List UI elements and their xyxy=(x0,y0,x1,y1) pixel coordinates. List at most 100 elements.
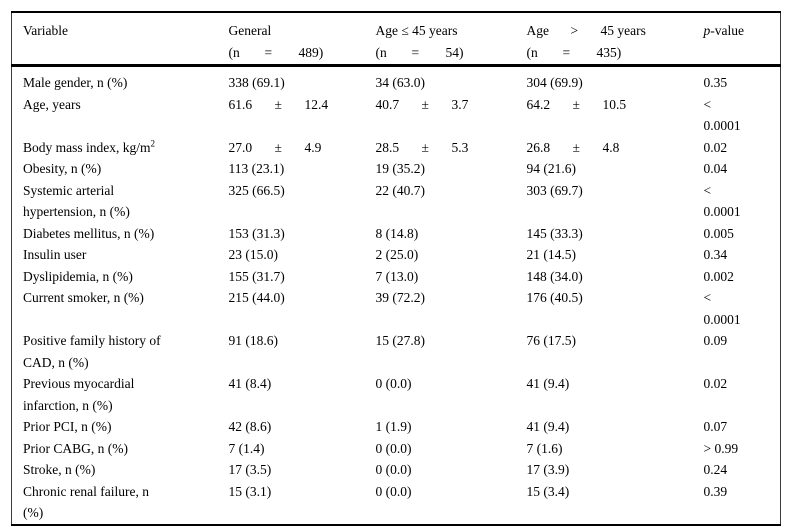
cell-age_le: 15 (27.8) xyxy=(375,333,426,348)
cell-segment: ± xyxy=(274,139,282,155)
cell-age_gt: 94 (21.6) xyxy=(526,161,577,176)
cell-age_le: 1 (1.9) xyxy=(375,419,412,434)
cell-age_gt: 64.2 ±10.5 xyxy=(527,94,704,137)
cell-general: 91 (18.6) xyxy=(228,333,279,348)
cell-segment: 26.8 xyxy=(526,139,551,155)
cell-age_gt: 21 (14.5) xyxy=(526,247,577,262)
cell-segment: = xyxy=(562,45,571,60)
cell-variable: Prior PCI, n (%) xyxy=(23,419,112,434)
cell-variable: Body mass index, kg/m2 xyxy=(23,138,155,155)
header-line-1: Age >45 years xyxy=(527,20,704,42)
cell-segment: ± xyxy=(274,96,282,112)
column-header-variable: Variable xyxy=(12,12,229,66)
cell-age_gt: 7 (1.6) xyxy=(526,440,563,456)
cell-p: 0.002 xyxy=(703,268,734,284)
cell-age_gt: 176 (40.5) xyxy=(526,290,583,305)
cell-age_le: 8 (14.8) xyxy=(375,225,419,241)
cell-age_gt: 17 (3.9) xyxy=(526,462,570,477)
cell-variable: Prior CABG, n (%) xyxy=(23,440,128,456)
cell-general: 41 (8.4) xyxy=(228,376,272,391)
cell-variable: Insulin user xyxy=(23,247,87,262)
cell-segment: 3.7 xyxy=(451,96,469,112)
cell-general: 15 (3.1) xyxy=(228,483,272,499)
table-row: Systemic arterial hypertension, n (%) 325… xyxy=(12,180,781,223)
cell-segment: 4.9 xyxy=(304,139,322,155)
cell-segment: Age xyxy=(526,23,550,38)
header-line-1: Age ≤ 45 years xyxy=(375,23,458,38)
header-line-2: (n = 489) xyxy=(229,42,376,64)
cell-variable: Diabetes mellitus, n (%) xyxy=(23,225,155,241)
cell-general: 325 (66.5) xyxy=(228,182,285,198)
cell-p: 0.02 xyxy=(703,139,728,155)
cell-age_gt: 304 (69.9) xyxy=(526,75,583,90)
cell-segment: 489) xyxy=(298,45,324,60)
table-row: Positive family history of CAD, n (%) 91 … xyxy=(12,330,781,373)
cell-age_le: 40.7 ±3.7 xyxy=(376,94,527,137)
cell-variable: Dyslipidemia, n (%) xyxy=(23,268,133,284)
cell-variable: Systemic arterial hypertension, n (%) xyxy=(23,182,130,220)
cell-age_gt: 76 (17.5) xyxy=(526,333,577,348)
cell-age_le: 22 (40.7) xyxy=(375,182,426,198)
cell-age_le: 0 (0.0) xyxy=(375,462,412,477)
cell-segment: ± xyxy=(421,96,429,112)
cell-segment: 28.5 xyxy=(375,139,400,155)
cell-p: 0.24 xyxy=(703,462,728,477)
table-row: Stroke, n (%) 17 (3.5) 0 (0.0) 17 (3.9) 0.24 xyxy=(12,459,781,481)
cell-general: 155 (31.7) xyxy=(228,268,285,284)
cell-age_gt: 26.8 ±4.8 xyxy=(527,137,704,159)
cell-p: 0.34 xyxy=(703,247,728,262)
cell-p: 0.07 xyxy=(703,419,728,434)
header-line-2: (n = 435) xyxy=(527,42,704,64)
cell-p: 0.02 xyxy=(703,376,728,391)
table-row: Male gender, n (%) 338 (69.1) 34 (63.0) 304… xyxy=(12,66,781,94)
table-row: Dyslipidemia, n (%) 155 (31.7) 7 (13.0) 148… xyxy=(12,266,781,288)
table-row: Prior CABG, n (%) 7 (1.4) 0 (0.0) 7 (1.6) > … xyxy=(12,438,781,460)
cell-segment: (n xyxy=(526,45,538,60)
table-row: Current smoker, n (%) 215 (44.0) 39 (72.2)… xyxy=(12,287,781,330)
column-header-age_gt: Age >45 years (n = 435) xyxy=(527,12,704,66)
table-row: Prior PCI, n (%) 42 (8.6) 1 (1.9) 41 (9.4) 0… xyxy=(12,416,781,438)
cell-variable: Previous myocardial infarction, n (%) xyxy=(23,376,135,413)
cell-general: 153 (31.3) xyxy=(228,225,285,241)
italic-p: p xyxy=(703,23,711,38)
cell-segment: 4.8 xyxy=(602,139,620,155)
cell-age_le: 7 (13.0) xyxy=(375,268,419,284)
cell-segment: 40.7 xyxy=(375,96,400,112)
cell-segment: 5.3 xyxy=(451,139,469,155)
cell-age_gt: 41 (9.4) xyxy=(526,419,570,434)
table-row: Obesity, n (%) 113 (23.1) 19 (35.2) 94 (21.… xyxy=(12,158,781,180)
cell-p: 0.005 xyxy=(703,225,734,241)
cell-variable: Current smoker, n (%) xyxy=(23,290,144,305)
cell-p: < 0.0001 xyxy=(703,96,741,134)
table-body: Male gender, n (%) 338 (69.1) 34 (63.0) 304… xyxy=(12,66,781,525)
column-header-p: p-value xyxy=(704,12,781,66)
cell-p: 0.39 xyxy=(703,483,728,499)
cell-segment: ± xyxy=(572,96,580,112)
cell-p: 0.09 xyxy=(703,333,728,348)
header-line-1: General xyxy=(228,23,272,38)
cell-age_le: 0 (0.0) xyxy=(375,440,412,456)
cell-age_le: 34 (63.0) xyxy=(375,75,426,90)
cell-age_gt: 303 (69.7) xyxy=(526,182,583,198)
header-line-2: (n = 54) xyxy=(376,42,527,64)
table-row: Diabetes mellitus, n (%) 153 (31.3) 8 (14.… xyxy=(12,223,781,245)
cell-age_le: 0 (0.0) xyxy=(375,483,412,499)
header-line-1: p-value xyxy=(703,23,744,38)
cell-segment: = xyxy=(264,45,273,60)
cell-general: 17 (3.5) xyxy=(228,462,272,477)
cell-segment: ± xyxy=(421,139,429,155)
cell-general: 27.0 ±4.9 xyxy=(229,137,376,159)
cell-variable: Chronic renal failure, n (%) xyxy=(23,483,149,521)
cell-variable: Age, years xyxy=(23,96,81,112)
cell-segment: (n xyxy=(228,45,240,60)
cell-p: 0.35 xyxy=(703,75,728,90)
cell-age_gt: 148 (34.0) xyxy=(526,268,583,284)
baseline-characteristics-table: Variable General (n = 489) Age ≤ 45 years (n = 5… xyxy=(11,11,781,526)
cell-general: 42 (8.6) xyxy=(228,419,272,434)
cell-general: 23 (15.0) xyxy=(228,247,279,262)
cell-variable: Positive family history of CAD, n (%) xyxy=(23,333,161,370)
cell-age_le: 0 (0.0) xyxy=(375,376,412,391)
cell-segment: (n xyxy=(375,45,387,60)
header-line-1: Variable xyxy=(23,23,68,38)
